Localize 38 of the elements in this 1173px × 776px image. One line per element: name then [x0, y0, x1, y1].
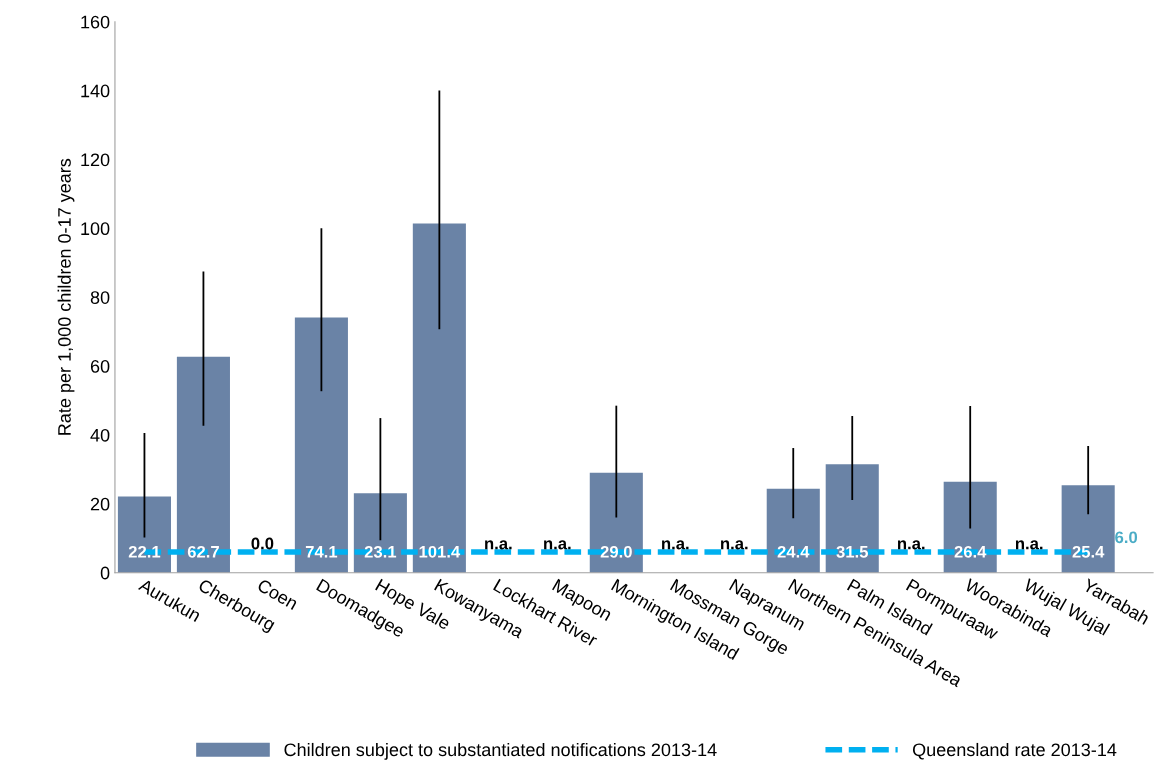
data-label: 26.4: [954, 545, 987, 558]
bar: [117, 496, 171, 573]
legend-label: Queensland rate 2013-14: [912, 742, 1117, 760]
y-tick-label: 100: [81, 222, 110, 236]
bar: [176, 356, 230, 573]
data-label: 101.4: [419, 545, 461, 558]
text: n.a.: [485, 540, 512, 550]
data-label: 62.7: [187, 545, 219, 558]
data-label: 29.0: [600, 545, 632, 558]
y-tick-label: 120: [81, 153, 110, 167]
y-tick-label: 20: [90, 497, 110, 511]
data-label: 6.0: [1115, 531, 1138, 544]
data-label: 22.1: [128, 545, 161, 558]
data-label: 0.0: [251, 537, 274, 550]
bar: [412, 223, 466, 573]
bar: [766, 488, 820, 573]
y-axis-title: Rate per 1,000 children 0-17 years: [57, 158, 75, 435]
y-tick-label: 0: [100, 566, 110, 580]
text: n.a.: [662, 540, 689, 550]
data-label: 23.1: [364, 545, 397, 558]
y-tick-label: 140: [81, 84, 110, 98]
data-label: 31.5: [836, 545, 868, 558]
bar: [589, 472, 643, 573]
bar: [1061, 485, 1115, 573]
text: n.a.: [721, 540, 748, 550]
y-tick-label: 80: [90, 291, 110, 304]
data-label: 25.4: [1072, 545, 1105, 558]
data-label: 74.1: [305, 546, 338, 558]
legend-label: Children subject to substantiated notifications 2013-14: [284, 742, 717, 760]
text: n.a.: [897, 540, 925, 550]
text: n.a.: [1015, 540, 1043, 550]
y-tick-label: 160: [81, 15, 110, 29]
y-tick-label: 60: [90, 360, 110, 373]
bar: [294, 317, 348, 573]
y-tick-label: 40: [90, 428, 110, 442]
data-label: 24.4: [777, 545, 810, 558]
text: n.a.: [544, 540, 571, 550]
bar: [825, 464, 879, 573]
